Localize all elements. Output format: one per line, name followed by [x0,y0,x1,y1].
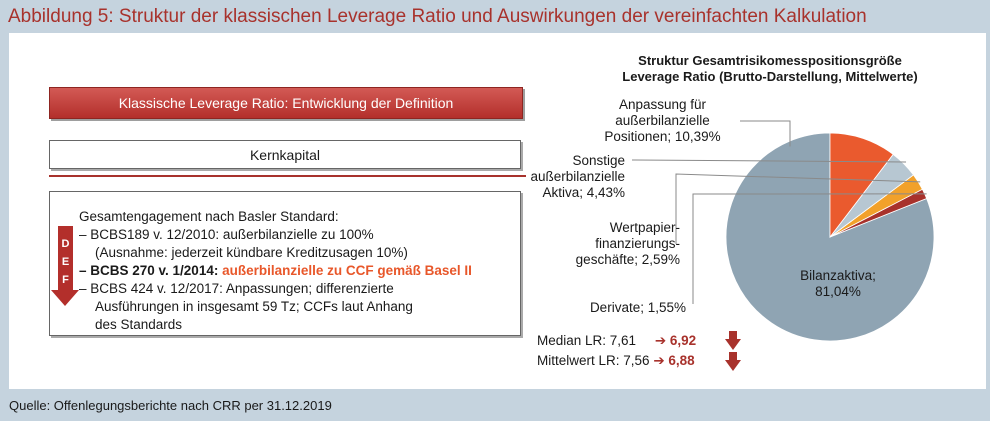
label-line: Derivate; 1,55% [589,300,686,315]
arrow-letter-e: E [61,256,70,268]
label-line: 81,04% [815,284,861,299]
down-arrow-icon [58,226,73,291]
leader-line-sonstige [631,159,907,163]
label-line: Bilanzaktiva; [800,268,876,283]
list-line: (Ausnahme: jederzeit kündbare Kreditzusa… [95,245,408,260]
label-sonstige: Sonstige außerbilanzielle Aktiva; 4,43% [520,153,625,201]
label-anpassung: Anpassung für außerbilanzielle Positione… [590,97,735,145]
label-derivate: Derivate; 1,55% [540,300,686,316]
chart-title: Struktur Gesamtrisikomesspositionsgröße [638,53,902,68]
exposure-list: Gesamtengagement nach Basler Standard: –… [79,208,519,334]
median-down-arrow-icon [729,331,737,340]
median-new-value: 6,92 [669,333,697,348]
mean-down-arrow-head-icon [725,360,741,371]
mean-arrow: ➔ [653,353,665,368]
label-line: außerbilanzielle [530,169,625,184]
label-line: Wertpapier- [609,220,680,235]
arrow-head-icon [51,290,79,306]
arrow-letter-f: F [62,274,69,286]
mean-stat: Mittelwert LR: 7,56 ➔ 6,88 [537,353,695,369]
figure-title: Abbildung 5: Struktur der klassischen Le… [8,6,867,27]
kernkapital-box: Kernkapital [49,140,521,169]
definition-header-box: Klassische Leverage Ratio: Entwicklung d… [49,87,523,119]
label-wertpapier: Wertpapier- finanzierungs- geschäfte; 2,… [540,220,680,268]
label-line: Positionen; 10,39% [604,129,721,144]
list-line: des Standards [95,317,183,332]
mean-label: Mittelwert LR: 7,56 [537,353,650,368]
chart-subtitle: Leverage Ratio (Brutto-Darstellung, Mitt… [622,69,918,84]
chart-title-block: Struktur Gesamtrisikomesspositionsgröße … [560,53,980,85]
median-arrow: ➔ [654,333,667,348]
pie-slices [725,132,935,342]
label-line: Anpassung für [618,97,707,112]
median-label: Median LR: 7,61 [537,333,637,348]
mean-new-value: 6,88 [668,353,695,368]
list-line: – BCBS 270 v. 1/2014: außerbilanzielle z… [79,262,519,280]
list-line: Ausführungen in insgesamt 59 Tz; CCFs la… [95,299,413,314]
mean-down-arrow-icon [729,352,737,361]
list-line-accent: außerbilanzielle zu CCF gemäß Basel II [222,263,472,278]
list-line: – BCBS189 v. 12/2010: außerbilanzielle z… [79,227,374,242]
label-line: finanzierungs- [595,236,680,251]
label-line: außerbilanzielle [615,113,710,128]
leader-line-derivate [692,193,927,304]
list-line: Gesamtengagement nach Basler Standard: [79,209,339,224]
list-line: – BCBS 424 v. 12/2017: Anpassungen; diff… [79,281,394,296]
label-line: geschäfte; 2,59% [575,252,680,267]
leader-line-wertpapier [675,173,921,244]
arrow-letter-d: D [61,238,70,250]
fraction-divider-line [49,175,526,177]
label-line: Sonstige [572,153,625,168]
exposure-list-box [49,191,521,336]
pie-slice-5 [829,132,894,239]
list-line-bold: – BCBS 270 v. 1/2014: [79,263,223,278]
median-down-arrow-head-icon [725,339,741,350]
median-stat: Median LR: 7,61 ➔ 6,92 [537,333,696,349]
leader-line-anpassung [740,120,791,147]
label-line: Aktiva; 4,43% [542,185,625,200]
label-bilanzaktiva: Bilanzaktiva; 81,04% [778,268,898,300]
leader-lines [631,120,927,304]
source-note: Quelle: Offenlegungsberichte nach CRR pe… [9,398,332,413]
kernkapital-label: Kernkapital [249,146,321,163]
stat-arrows [725,331,741,371]
definition-header-label: Klassische Leverage Ratio: Entwicklung d… [118,95,454,111]
